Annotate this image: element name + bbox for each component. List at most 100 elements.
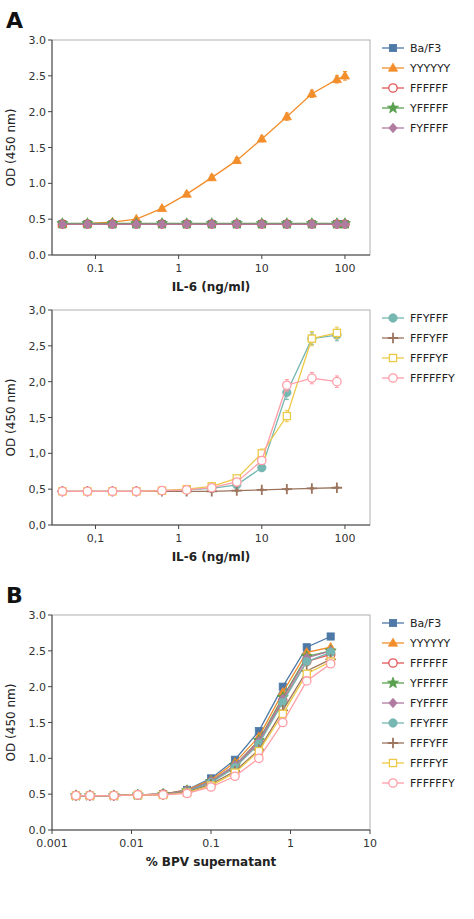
- series-line: [76, 637, 331, 796]
- marker: [389, 123, 397, 132]
- marker: [110, 792, 117, 799]
- marker: [57, 486, 67, 496]
- marker: [256, 218, 267, 228]
- marker: [110, 792, 117, 799]
- series-line: [76, 647, 331, 795]
- marker: [282, 484, 292, 494]
- marker: [389, 759, 396, 766]
- y-tick-label: 0.5: [29, 213, 47, 226]
- marker: [233, 219, 241, 228]
- series: [72, 660, 335, 800]
- legend-label: Ba/F3: [410, 617, 441, 630]
- marker: [110, 791, 118, 799]
- marker: [134, 791, 141, 798]
- y-tick-label: 3,0: [29, 304, 47, 317]
- legend-label: YYYYYY: [409, 62, 451, 75]
- legend-item: Ba/F3: [382, 617, 441, 630]
- marker: [110, 791, 118, 799]
- marker: [86, 791, 94, 799]
- legend-label: YFFFFF: [409, 677, 448, 690]
- marker: [71, 790, 81, 800]
- x-tick-label: 0,1: [87, 532, 105, 545]
- marker: [389, 314, 397, 322]
- x-tick: [290, 830, 291, 834]
- data-area: [70, 633, 336, 801]
- marker: [282, 112, 291, 120]
- legend-label: FYFFFF: [410, 122, 448, 135]
- marker: [332, 75, 341, 83]
- marker: [59, 488, 66, 495]
- marker: [341, 219, 349, 228]
- legend-label: FFFFYF: [410, 352, 448, 365]
- marker: [208, 219, 216, 228]
- panel: 0.00.51.01.52.02.53.00.0010.010.1110% BP…: [4, 583, 455, 869]
- y-tick: [48, 489, 52, 490]
- y-tick: [48, 147, 52, 148]
- marker: [159, 789, 167, 798]
- marker: [160, 791, 167, 798]
- x-tick-label: 1: [175, 262, 182, 275]
- series: [72, 646, 335, 800]
- legend-item: Ba/F3: [382, 42, 441, 55]
- y-axis-label: OD (450 nm): [4, 684, 18, 762]
- legend-item: YFFFFF: [382, 677, 448, 690]
- marker: [308, 334, 316, 342]
- marker: [84, 790, 95, 800]
- legend-item: FFFFYF: [382, 757, 448, 770]
- x-tick: [211, 830, 212, 834]
- marker: [307, 483, 317, 493]
- marker: [389, 698, 397, 707]
- marker: [389, 84, 397, 92]
- marker: [70, 790, 81, 800]
- y-tick: [48, 183, 52, 184]
- marker: [183, 486, 191, 494]
- x-tick: [370, 830, 371, 834]
- series: [57, 218, 351, 228]
- marker: [134, 791, 142, 799]
- marker: [388, 63, 397, 71]
- x-tick-label: 1: [287, 837, 294, 850]
- marker: [158, 486, 166, 494]
- marker: [232, 156, 241, 164]
- marker: [109, 790, 119, 800]
- marker: [134, 790, 142, 799]
- x-tick: [344, 525, 345, 529]
- marker: [158, 790, 168, 800]
- y-tick-label: 0,0: [29, 519, 47, 532]
- legend-item: FFYFFF: [382, 717, 448, 730]
- y-tick: [48, 794, 52, 795]
- legend-label: FFFFFFY: [410, 777, 455, 790]
- series-line: [62, 333, 337, 491]
- marker: [72, 792, 79, 799]
- y-tick-label: 0.5: [29, 788, 47, 801]
- marker: [132, 219, 140, 228]
- marker: [157, 486, 167, 496]
- marker: [57, 218, 68, 228]
- y-tick: [48, 310, 52, 311]
- marker: [326, 646, 334, 655]
- x-tick: [52, 830, 53, 834]
- marker: [84, 488, 91, 495]
- marker: [107, 486, 117, 496]
- marker: [333, 377, 341, 385]
- y-tick-label: 1.0: [29, 752, 47, 765]
- marker: [387, 677, 398, 687]
- x-tick-label: 0.001: [36, 837, 68, 850]
- x-tick-label: 0.01: [119, 837, 144, 850]
- series: [58, 220, 349, 228]
- panel-label: B: [6, 583, 23, 608]
- marker: [206, 218, 217, 228]
- marker: [58, 487, 66, 495]
- x-tick: [95, 255, 96, 259]
- marker: [133, 488, 140, 495]
- marker: [86, 792, 93, 799]
- legend-label: YYYYYY: [409, 637, 451, 650]
- marker: [281, 218, 292, 228]
- plot-frame: [52, 40, 370, 255]
- marker: [109, 488, 116, 495]
- marker: [72, 792, 79, 799]
- x-tick-label: 10: [363, 837, 377, 850]
- marker: [131, 218, 142, 228]
- y-tick: [48, 111, 52, 112]
- marker: [387, 102, 398, 112]
